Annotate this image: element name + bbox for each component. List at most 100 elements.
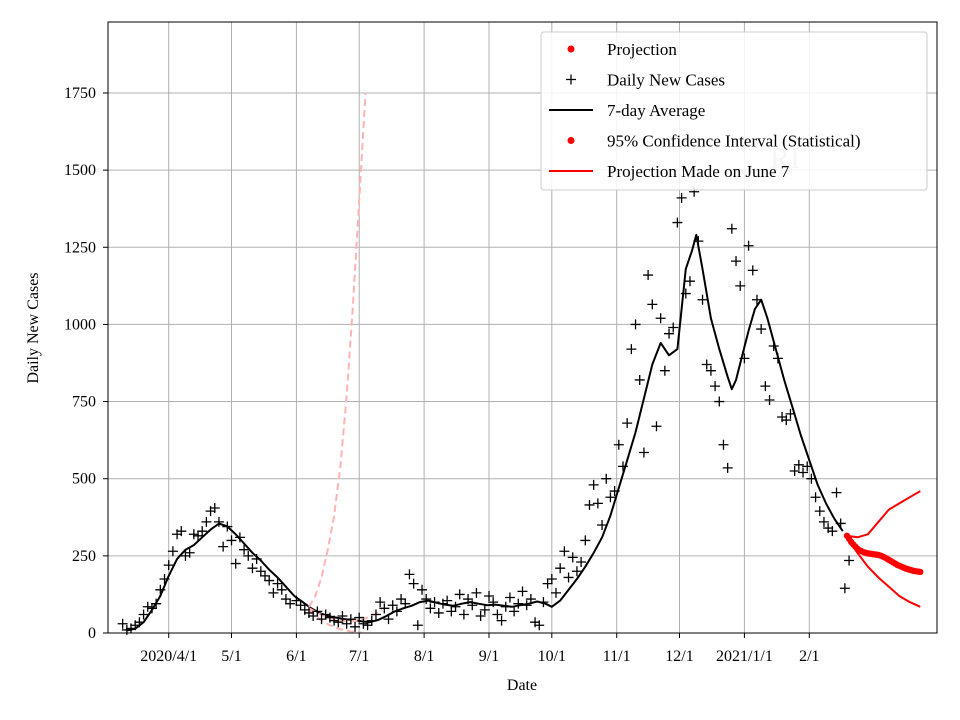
daily-new-cases-point (280, 594, 291, 605)
daily-new-cases-point (417, 584, 428, 595)
daily-new-cases-point (379, 603, 390, 614)
daily-new-cases-point (534, 620, 545, 631)
daily-new-cases-point (312, 606, 323, 617)
daily-new-cases-point (705, 365, 716, 376)
daily-new-cases-point (563, 572, 574, 583)
daily-new-cases-point (697, 294, 708, 305)
daily-new-cases-point (396, 594, 407, 605)
daily-new-cases-point (676, 192, 687, 203)
daily-new-cases-point (747, 265, 758, 276)
legend-label: 7-day Average (607, 101, 705, 120)
daily-new-cases-point (234, 532, 245, 543)
daily-new-cases-point (362, 620, 373, 631)
daily-new-cases-point (387, 600, 398, 611)
daily-new-cases-point (201, 516, 212, 527)
daily-new-cases-point (391, 606, 402, 617)
daily-new-cases-point (647, 299, 658, 310)
daily-new-cases-point (350, 621, 361, 632)
x-tick-label: 12/1 (665, 648, 693, 665)
legend-box (540, 31, 928, 191)
daily-new-cases-point (285, 598, 296, 609)
daily-new-cases-point (404, 569, 415, 580)
daily-new-cases-point (655, 313, 666, 324)
y-tick-label: 1500 (64, 162, 96, 179)
daily-new-cases-point (358, 618, 369, 629)
daily-new-cases-point (138, 609, 149, 620)
daily-new-cases-point (142, 601, 153, 612)
y-tick-label: 250 (72, 548, 96, 565)
daily-new-cases-point (479, 604, 490, 615)
daily-new-cases-point (806, 473, 817, 484)
daily-new-cases-point (617, 461, 628, 472)
daily-new-cases-point (370, 609, 381, 620)
daily-new-cases-point (272, 578, 283, 589)
daily-new-cases-point (488, 597, 499, 608)
y-tick-label: 0 (88, 625, 96, 642)
daily-new-cases-point (260, 570, 271, 581)
x-tick-label: 2/1 (799, 648, 819, 665)
daily-new-cases-point (492, 609, 503, 620)
x-tick-label: 11/1 (603, 648, 631, 665)
daily-new-cases-point (743, 240, 754, 251)
daily-new-cases-point (739, 353, 750, 364)
y-axis-title: Daily New Cases (25, 272, 42, 383)
daily-new-cases-point (680, 288, 691, 299)
y-tick-label: 750 (72, 394, 96, 411)
7-day-average-line (126, 233, 844, 632)
daily-new-cases-point (634, 374, 645, 385)
daily-new-cases-point (684, 276, 695, 287)
daily-new-cases-point (726, 223, 737, 234)
daily-new-cases-point (151, 598, 162, 609)
plot-series (117, 92, 924, 635)
daily-new-cases-point (827, 526, 838, 537)
projection-made-on-june-7-line (308, 92, 367, 608)
daily-new-cases-point (463, 594, 474, 605)
daily-new-cases-point (247, 563, 258, 574)
daily-new-cases-point (844, 555, 855, 566)
daily-new-cases-point (571, 566, 582, 577)
x-tick-label: 5/1 (221, 648, 241, 665)
daily-new-cases-point (584, 499, 595, 510)
legend-label: Projection Made on June 7 (607, 162, 790, 181)
daily-new-cases-point (785, 408, 796, 419)
daily-new-cases-point (659, 365, 670, 376)
daily-new-cases-point (751, 294, 762, 305)
daily-new-cases-point (810, 492, 821, 503)
daily-new-cases-point (513, 598, 524, 609)
daily-new-cases-point (230, 558, 241, 569)
daily-new-cases-point (429, 597, 440, 608)
daily-new-cases-point (814, 506, 825, 517)
daily-new-cases-point (735, 280, 746, 291)
daily-new-cases-point (159, 573, 170, 584)
daily-new-cases-point (209, 503, 220, 514)
daily-new-cases-point (264, 575, 275, 586)
legend: Projection Daily New Cases 7-day Average 95… (540, 31, 928, 191)
daily-new-cases-point (542, 578, 553, 589)
daily-new-cases-point (471, 587, 482, 598)
daily-new-cases-point (718, 439, 729, 450)
x-axis-title: Date (507, 677, 537, 694)
daily-new-cases-point (134, 617, 145, 628)
daily-new-cases-point (176, 526, 187, 537)
x-axis-ticks: 2020/4/1 5/1 6/1 7/1 8/1 9/1 10/1 11/1 12/1 2021/… (140, 633, 820, 665)
daily-new-cases-point (383, 614, 394, 625)
daily-new-cases-point (255, 566, 266, 577)
daily-new-cases-point (484, 590, 495, 601)
daily-new-cases-point (546, 573, 557, 584)
daily-new-cases-point (831, 487, 842, 498)
daily-new-cases-point (550, 587, 561, 598)
y-tick-label: 1750 (64, 85, 96, 102)
x-tick-label: 2021/1/1 (716, 648, 773, 665)
daily-new-cases-point (835, 518, 846, 529)
legend-dot-marker (567, 137, 575, 144)
daily-new-cases-point (630, 319, 641, 330)
legend-dot-marker (567, 45, 575, 53)
daily-new-cases-point (509, 606, 520, 617)
daily-new-cases-point (496, 615, 507, 626)
daily-new-cases-point (400, 598, 411, 609)
daily-new-cases-point (588, 479, 599, 490)
daily-new-cases-point (802, 461, 813, 472)
daily-new-cases-point (622, 418, 633, 429)
daily-new-cases-point (559, 546, 570, 557)
